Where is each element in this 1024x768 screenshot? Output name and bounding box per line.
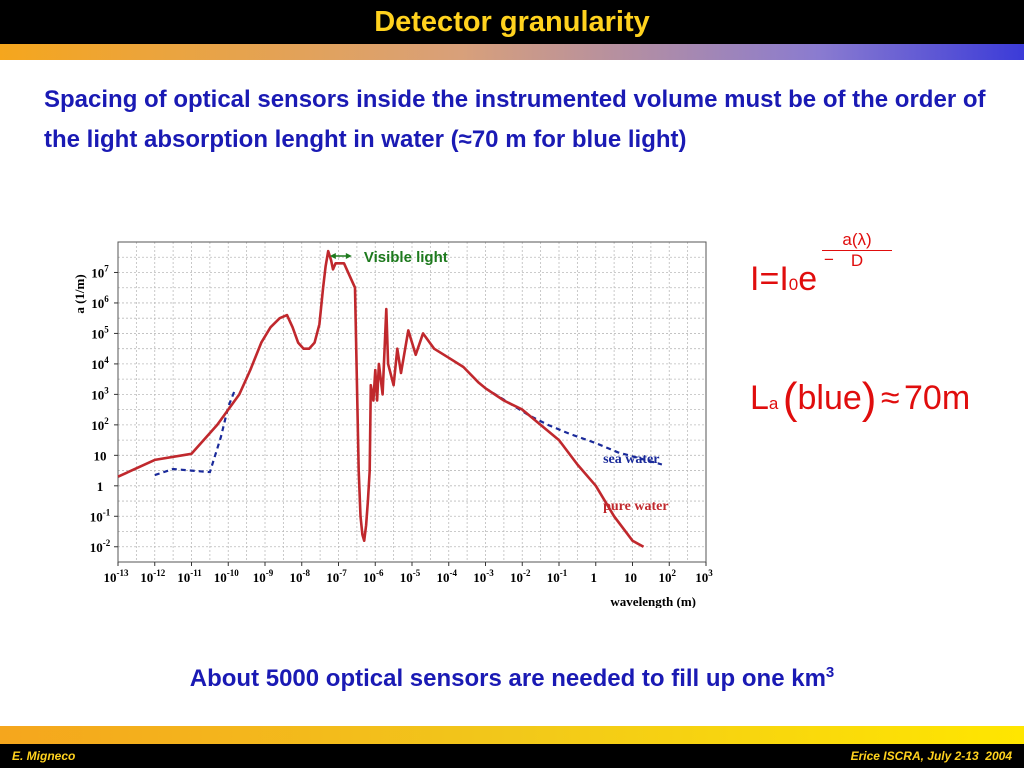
chart-series [117,249,663,548]
formula-area: I=I0e − a(λ) D La (blue) ≈ 70m [750,230,1000,430]
y-tick-label: 1 [97,479,104,494]
eq1-lhs: I [750,260,760,298]
x-tick-label: 10-7 [326,568,347,585]
eq2-open-paren: ( [782,374,798,423]
y-tick-label: 107 [91,263,109,280]
x-tick-label: 10-9 [253,568,274,585]
x-tick-label: 10-8 [290,568,311,585]
pure-water-legend-label: pure water [603,499,668,514]
sea-water-line-right [484,387,663,466]
x-tick-label: 10-2 [510,568,531,585]
y-tick-label: 105 [91,324,109,341]
eq2-close-paren: ) [861,374,877,423]
attenuation-formula: I=I0e [750,260,817,299]
conclusion-superscript: 3 [825,664,835,681]
absorption-length-formula: La (blue) ≈ 70m [750,370,971,423]
footer-bar: E. Migneco Erice ISCRA, July 2-13 2004 [0,744,1024,768]
x-tick-label: 10-4 [437,568,458,585]
top-gradient-band [0,44,1024,60]
x-tick-label: 10-5 [400,568,421,585]
y-tick-label: 10 [94,448,107,463]
y-tick-label: 102 [91,416,109,433]
x-tick-label: 10-13 [104,568,129,585]
y-tick-label: 104 [91,355,109,372]
conclusion-text: About 5000 optical sensors are needed to… [0,664,1024,693]
x-tick-label: 10-3 [473,568,494,585]
y-tick-label: 103 [91,385,109,402]
arrowhead-left-icon [329,253,336,259]
y-tick-label: 10-2 [90,538,111,555]
visible-light-label: Visible light [364,249,448,266]
eq1-exponent-numerator: a(λ) [822,230,892,251]
y-tick-label: 10-1 [90,507,111,524]
eq1-subscript: 0 [788,275,799,294]
sea-water-legend-label: sea water [603,452,659,467]
slide-title: Detector granularity [374,6,650,38]
eq1-exponent: a(λ) D [822,230,892,271]
eq1-equals: = [759,260,780,298]
x-axis-label: wavelength (m) [610,594,696,608]
x-tick-label: 1 [591,570,598,585]
eq1-exponent-denominator: D [850,251,864,270]
eq1-e: e [798,260,818,298]
footer-author: E. Migneco [12,749,76,763]
x-tick-label: 10 [624,570,637,585]
eq2-L: L [750,379,769,417]
eq2-word: blue [797,379,862,417]
conclusion-main: About 5000 optical sensors are needed to… [189,665,826,692]
x-tick-label: 10-6 [363,568,384,585]
intro-text: Spacing of optical sensors inside the in… [44,86,986,153]
chart-ticks: 10-13 10-12 10-11 10-10 10-9 10-8 10-7 10-6 10-5… [90,263,714,585]
x-tick-label: 10-1 [547,568,568,585]
sea-water-line-left [154,387,237,477]
eq2-subscript: a [768,394,779,413]
chart-annotations: Visible light sea water pure water wavel… [72,249,696,608]
eq1-i0: I [779,260,789,298]
x-tick-label: 102 [659,568,677,585]
pure-water-line [117,249,645,548]
x-tick-label: 10-11 [177,568,202,585]
x-tick-label: 10-12 [140,568,165,585]
eq2-value: 70m [904,379,971,417]
eq2-approx: ≈ [880,379,900,417]
title-bar: Detector granularity [0,0,1024,44]
absorption-chart: 10-13 10-12 10-11 10-10 10-9 10-8 10-7 10-6 10-5… [70,236,730,608]
y-tick-label: 106 [91,294,109,311]
absorption-chart-svg: 10-13 10-12 10-11 10-10 10-9 10-8 10-7 10-6 10-5… [72,241,714,608]
arrowhead-right-icon [345,253,352,259]
x-tick-label: 103 [695,568,713,585]
x-tick-label: 10-10 [214,568,239,585]
y-axis-label: a (1/m) [72,274,87,313]
eq1-exponent-minus: − [824,250,834,269]
footer-event: Erice ISCRA, July 2-13 2004 [850,749,1012,763]
bottom-gradient-band [0,726,1024,744]
